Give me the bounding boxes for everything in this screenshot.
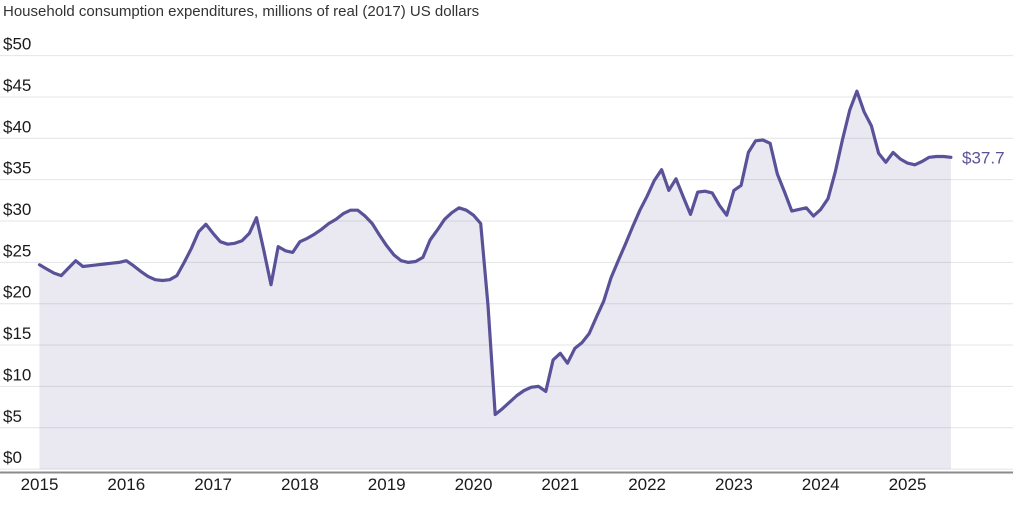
data-line [37, 89, 953, 417]
y-axis-label: $5 [3, 407, 22, 426]
y-axis-label: $20 [3, 283, 31, 302]
y-axis-label: $10 [3, 365, 31, 384]
y-axis-label: $30 [3, 200, 31, 219]
chart-title: Household consumption expenditures, mill… [3, 3, 480, 20]
y-axis-label: $35 [3, 159, 31, 178]
x-axis-label: 2022 [628, 475, 666, 494]
x-axis-label: 2020 [455, 475, 493, 494]
x-axis-label: 2015 [21, 475, 59, 494]
y-axis-label: $50 [3, 35, 31, 54]
x-axis-label: 2019 [368, 475, 406, 494]
y-axis-label: $25 [3, 241, 31, 260]
y-axis-label: $45 [3, 76, 31, 95]
x-axis-label: 2016 [107, 475, 145, 494]
area-fill [39, 91, 951, 470]
x-axis-label: 2017 [194, 475, 232, 494]
x-axis-label: 2025 [889, 475, 927, 494]
y-axis-label: $40 [3, 117, 31, 136]
end-value-label: $37.7 [962, 148, 1005, 167]
x-axis-label: 2024 [802, 475, 840, 494]
y-axis-label: $15 [3, 324, 31, 343]
x-axis-label: 2023 [715, 475, 753, 494]
x-axis-label: 2021 [541, 475, 579, 494]
y-axis-label: $0 [3, 448, 22, 467]
x-axis-label: 2018 [281, 475, 319, 494]
